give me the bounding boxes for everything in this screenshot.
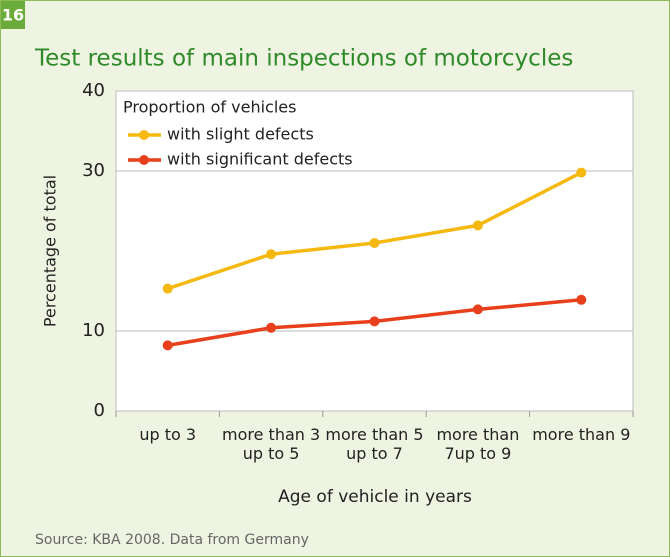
badge-bg — [1, 1, 25, 29]
chart-title: Test results of main inspections of moto… — [34, 46, 573, 72]
source: Source: KBA 2008. Data from Germany — [35, 532, 309, 548]
x-axis-label: Age of vehicle in years — [278, 487, 472, 507]
x-tick-label: more than 9 — [532, 425, 631, 444]
point — [472, 220, 483, 231]
legend-marker — [139, 130, 149, 140]
y-tick-label: 0 — [94, 400, 105, 421]
y-tick-label: 10 — [82, 320, 105, 341]
point — [162, 340, 173, 351]
legend-title: Proportion of vehicles — [123, 98, 296, 117]
point — [162, 283, 173, 294]
point — [472, 304, 483, 315]
point — [369, 238, 380, 248]
legend-marker — [139, 155, 149, 165]
legend-label: with slight defects — [167, 125, 314, 144]
point — [266, 249, 277, 260]
point — [369, 316, 380, 327]
point — [576, 294, 587, 305]
y-tick-label: 30 — [82, 160, 105, 181]
point — [576, 167, 587, 178]
badge: 16 — [2, 6, 24, 25]
point — [266, 322, 277, 333]
x-tick-label: more than 5 up to 7 — [325, 425, 424, 463]
x-tick-label: more than 7up to 9 — [436, 425, 520, 463]
plot-area — [115, 90, 634, 412]
x-tick-label: up to 3 — [139, 425, 197, 444]
x-tick-label: more than 3 up to 5 — [222, 425, 321, 463]
legend-label: with significant defects — [167, 150, 353, 169]
y-tick-label: 40 — [82, 80, 105, 101]
y-axis-label: Percentage of total — [41, 175, 60, 327]
